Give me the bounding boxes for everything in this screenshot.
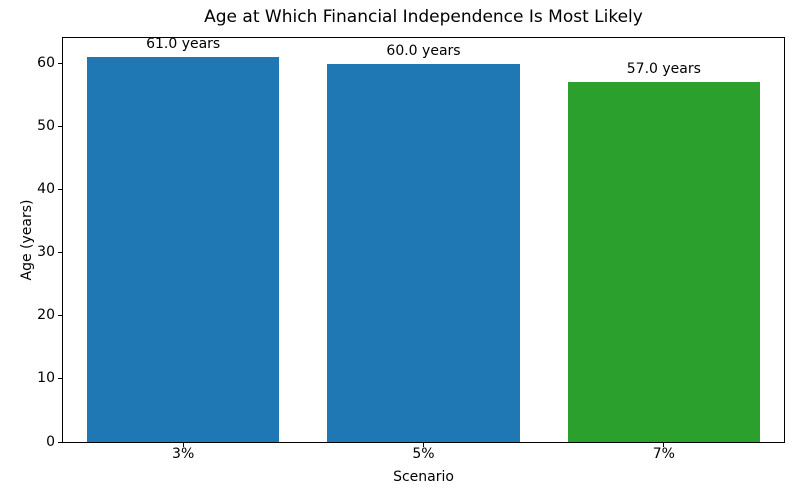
x-tick-label: 3% [172,446,195,462]
y-tick-mark [58,189,62,191]
x-tick-mark [423,443,424,447]
y-tick-label: 40 [37,181,55,198]
x-tick-label: 5% [412,446,435,462]
y-tick-mark [58,378,62,380]
y-tick-label: 30 [37,244,55,261]
bar [87,57,280,442]
x-tick-mark [182,443,184,447]
y-tick-label: 0 [46,433,55,450]
y-tick-mark [58,315,62,317]
bar-value-label: 61.0 years [146,36,221,53]
x-tick-mark [663,443,665,447]
y-tick-label: 50 [37,118,55,135]
x-tick-label: 7% [652,446,675,462]
y-tick-mark [58,252,62,254]
y-tick-mark [58,441,62,443]
y-tick-label: 60 [37,55,55,72]
y-tick-label: 20 [37,307,55,324]
plot-area: 0 10 20 30 40 50 60 61.0 years 3% 60.0 years 5% 57.… [37,36,785,462]
bar-value-label: 60.0 years [386,42,461,59]
y-tick-mark [58,63,62,65]
y-axis-label: Age (years) [19,199,35,281]
y-tick-label: 10 [37,370,55,387]
chart-title: Age at Which Financial Independence Is M… [204,7,643,27]
x-axis-label: Scenario [393,469,454,485]
bar-value-label: 57.0 years [626,61,701,78]
y-tick-mark [58,126,62,128]
bar [327,63,520,442]
bar [567,82,760,442]
